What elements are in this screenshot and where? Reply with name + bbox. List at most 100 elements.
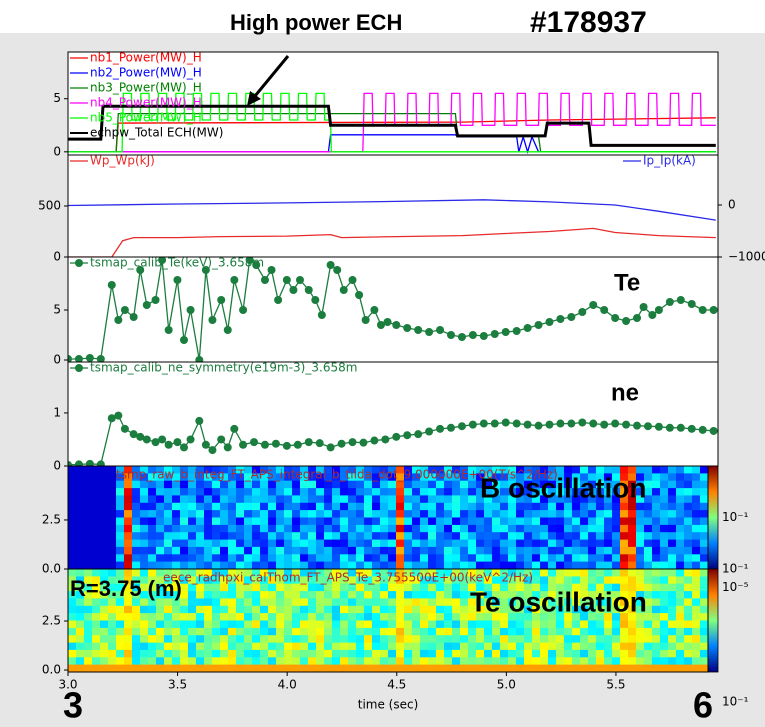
spectrogram-cell [540, 613, 549, 622]
data-point [512, 327, 521, 335]
spectrogram-cell [228, 642, 237, 651]
spectrogram-cell [356, 569, 365, 577]
y-tick-label: 5 [53, 303, 61, 317]
y-tick-label: 0.0 [42, 562, 61, 576]
annotation: 3 [63, 685, 83, 726]
spectrogram-cell [180, 598, 189, 607]
spectrogram-cell [436, 620, 445, 629]
spectrogram-cell [652, 576, 661, 585]
spectrogram-cell [524, 576, 533, 585]
spectrogram-cell [412, 598, 421, 607]
spectrogram-cell [316, 620, 325, 629]
spectrogram-cell [364, 657, 373, 666]
spectrogram-cell [668, 517, 677, 526]
spectrogram-cell [516, 635, 525, 644]
spectrogram-cell [396, 576, 405, 585]
spectrogram-cell [436, 539, 445, 548]
spectrogram-cell [156, 664, 165, 672]
spectrogram-cell [92, 480, 101, 489]
spectrogram-cell [148, 466, 157, 474]
spectrogram-cell [684, 642, 693, 651]
spectrogram-cell [652, 591, 661, 600]
spectrogram-cell [260, 605, 269, 614]
spectrogram-cell [564, 576, 573, 585]
spectrogram-cell [252, 657, 261, 666]
spectrogram-cell [156, 583, 165, 592]
spectrogram-cell [452, 517, 461, 526]
spectrogram-cell [204, 539, 213, 548]
spectrogram-cell [516, 517, 525, 526]
spectrogram-cell [260, 488, 269, 497]
annotation: B oscillation [480, 472, 646, 503]
spectrogram-cell [324, 576, 333, 585]
spectrogram-cell [100, 627, 109, 636]
data-point [333, 266, 342, 274]
spectrogram-cell [596, 620, 605, 629]
spectrogram-cell [412, 576, 421, 585]
spectrogram-cell [220, 642, 229, 651]
spectrogram-cell [276, 642, 285, 651]
spectrogram-cell [76, 649, 85, 658]
spectrogram-cell [476, 576, 485, 585]
spectrogram-cell [500, 642, 509, 651]
spectrogram-cell [196, 635, 205, 644]
spectrogram-cell [212, 664, 221, 672]
spectrogram-cell [148, 583, 157, 592]
spectrogram-cell [356, 583, 365, 592]
spectrogram-cell [612, 539, 621, 548]
spectrogram-cell [684, 473, 693, 482]
spectrogram-cell [188, 466, 197, 474]
spectrogram-cell [436, 480, 445, 489]
spectrogram-cell [300, 524, 309, 533]
spectrogram-cell [68, 642, 77, 651]
spectrogram-cell [108, 561, 117, 569]
spectrogram-cell [444, 635, 453, 644]
spectrogram-cell [492, 605, 501, 614]
spectrogram-cell [204, 664, 213, 672]
spectrogram-cell [564, 502, 573, 511]
spectrogram-cell [372, 554, 381, 563]
spectrogram-cell [132, 620, 141, 629]
data-point [201, 440, 210, 449]
spectrogram-cell [452, 649, 461, 658]
spectrogram-cell [548, 539, 557, 548]
spectrogram-cell [620, 576, 629, 585]
spectrogram-cell [148, 576, 157, 585]
spectrogram-cell [340, 502, 349, 511]
spectrogram-cell [244, 561, 253, 569]
data-point [136, 432, 145, 441]
spectrogram-cell [660, 591, 669, 600]
spectrogram-cell [548, 657, 557, 666]
spectrogram-cell [604, 664, 613, 672]
spectrogram-cell [500, 510, 509, 519]
spectrogram-cell [148, 620, 157, 629]
spectrogram-cell [460, 532, 469, 541]
spectrogram-cell [516, 583, 525, 592]
spectrogram-cell [420, 613, 429, 622]
spectrogram-cell [636, 591, 645, 600]
spectrogram-cell [340, 620, 349, 629]
spectrogram-cell [340, 480, 349, 489]
spectrogram-cell [556, 613, 565, 622]
spectrogram-cell [204, 591, 213, 600]
spectrogram-cell [492, 635, 501, 644]
spectrogram-cell [204, 583, 213, 592]
spectrogram-cell [68, 554, 77, 563]
spectrogram-cell [436, 649, 445, 658]
spectrogram-cell [380, 642, 389, 651]
spectrogram-cell [308, 546, 317, 555]
spectrogram-cell [172, 627, 181, 636]
spectrogram-cell [700, 561, 708, 569]
spectrogram-cell [276, 569, 285, 577]
spectrogram-cell [652, 642, 661, 651]
spectrogram-cell [316, 554, 325, 563]
data-point [282, 276, 291, 284]
spectrogram-cell [228, 539, 237, 548]
spectrogram-cell [492, 539, 501, 548]
spectrogram-cell [676, 576, 685, 585]
spectrogram-cell [324, 495, 333, 504]
spectrogram-cell [68, 657, 77, 666]
spectrogram-cell [508, 510, 517, 519]
spectrogram-cell [620, 642, 629, 651]
spectrogram-cell [124, 488, 133, 497]
